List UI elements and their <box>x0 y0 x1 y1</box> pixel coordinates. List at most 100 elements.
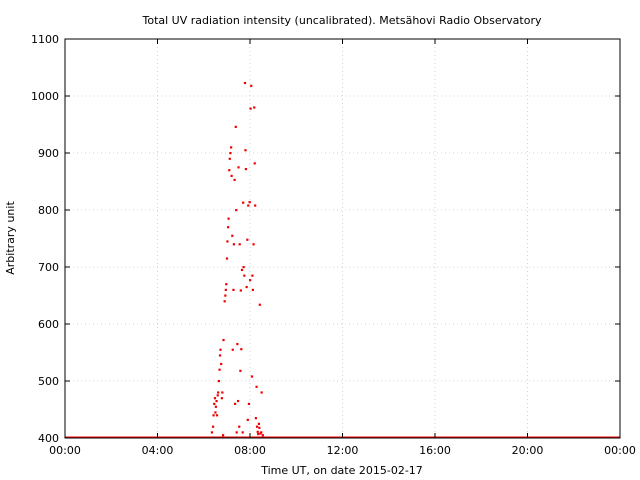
data-point <box>231 234 234 237</box>
data-point <box>215 399 218 403</box>
data-point <box>260 391 263 394</box>
x-tick-label: 00:00 <box>49 444 81 457</box>
data-point <box>218 368 221 371</box>
data-point <box>240 348 243 351</box>
data-point <box>237 166 240 169</box>
data-point <box>253 106 256 109</box>
data-point <box>227 217 230 220</box>
data-point <box>232 243 236 246</box>
data-point <box>213 397 217 400</box>
data-point <box>250 84 253 87</box>
data-point <box>236 342 239 346</box>
x-tick-label: 04:00 <box>142 444 174 457</box>
chart-title: Total UV radiation intensity (uncalibrat… <box>142 14 542 27</box>
data-point <box>242 201 245 204</box>
y-tick-label: 900 <box>38 147 59 160</box>
data-point <box>258 303 261 306</box>
data-point <box>213 402 216 405</box>
data-point <box>239 369 242 372</box>
data-point <box>235 209 238 212</box>
y-tick-label: 1100 <box>31 33 59 46</box>
data-point <box>251 288 254 291</box>
data-point <box>249 279 252 282</box>
data-point <box>227 226 230 229</box>
data-point <box>214 405 217 408</box>
data-point <box>223 300 226 303</box>
data-point <box>234 125 237 128</box>
data-point <box>253 162 256 165</box>
x-tick-label: 12:00 <box>327 444 359 457</box>
y-axis-label: Arbitrary unit <box>4 201 17 275</box>
data-point <box>222 338 225 342</box>
y-tick-label: 1000 <box>31 90 59 103</box>
data-point <box>244 167 248 171</box>
data-point <box>215 414 219 417</box>
x-tick-label: 08:00 <box>234 444 266 457</box>
data-point <box>259 432 262 435</box>
x-tick-label: 00:00 <box>604 444 636 457</box>
y-tick-label: 500 <box>38 375 59 388</box>
data-point <box>238 243 241 246</box>
data-point <box>243 274 246 277</box>
data-point <box>210 431 214 434</box>
tick-layer: 400 500 600 700 800 900 1000 1100 00:00 04:00 08:0… <box>31 33 636 457</box>
data-point <box>247 402 251 405</box>
data-point <box>214 411 217 414</box>
data-point <box>212 414 215 417</box>
data-point <box>244 149 247 152</box>
data-point <box>258 426 261 429</box>
data-point <box>232 288 235 291</box>
data-point <box>240 268 244 272</box>
data-point <box>252 243 255 246</box>
data-point <box>229 152 232 155</box>
data-point <box>233 178 236 181</box>
data-point <box>219 348 222 351</box>
data-point <box>217 380 220 383</box>
y-tick-label: 600 <box>38 318 59 331</box>
data-point <box>261 434 264 437</box>
data-point <box>220 397 223 400</box>
y-tick-label: 700 <box>38 261 59 274</box>
data-point <box>224 288 227 291</box>
data-point <box>228 157 231 160</box>
data-point <box>230 146 233 149</box>
data-point <box>238 425 241 428</box>
data-point <box>256 430 259 433</box>
data-point <box>233 402 237 405</box>
data-point <box>257 422 260 425</box>
data-point <box>243 81 247 85</box>
data-point <box>239 289 242 292</box>
data-point <box>220 362 223 366</box>
data-point <box>225 257 229 260</box>
data-point <box>230 174 233 177</box>
x-tick-label: 16:00 <box>419 444 451 457</box>
data-point <box>226 240 229 243</box>
data-point <box>212 425 215 428</box>
data-point <box>254 417 257 420</box>
y-tick-label: 800 <box>38 204 59 217</box>
data-point <box>241 431 244 434</box>
data-point <box>260 431 263 434</box>
data-point <box>218 354 222 357</box>
data-point <box>245 285 248 289</box>
data-point <box>255 385 258 388</box>
grid-layer <box>65 39 620 438</box>
data-point <box>221 391 224 394</box>
data-point <box>217 391 220 394</box>
data-point <box>247 204 250 207</box>
data-point <box>248 201 251 204</box>
x-tick-label: 20:00 <box>512 444 544 457</box>
data-point <box>246 418 249 421</box>
plot-frame <box>64 38 621 439</box>
data-points <box>210 81 264 437</box>
data-point <box>221 434 225 437</box>
y-tick-label: 400 <box>38 432 59 445</box>
data-point <box>228 169 231 172</box>
data-point <box>251 274 254 277</box>
data-point <box>224 294 227 297</box>
data-point <box>249 107 252 110</box>
data-point <box>236 399 240 403</box>
data-point <box>225 283 228 286</box>
data-point <box>235 431 238 434</box>
